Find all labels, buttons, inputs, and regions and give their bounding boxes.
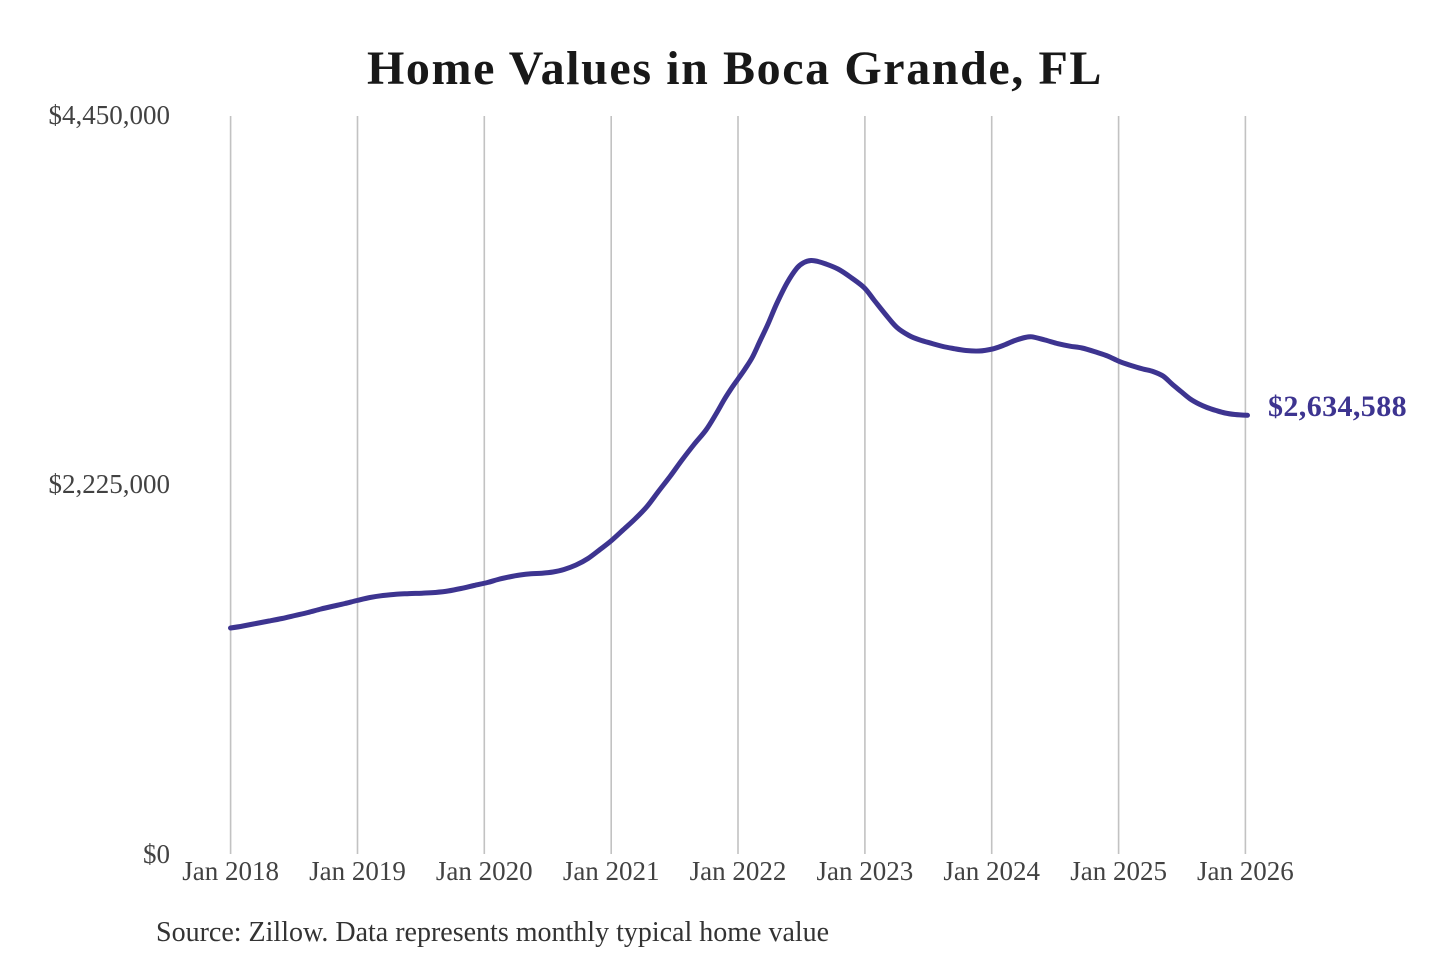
- svg-text:Jan 2021: Jan 2021: [563, 856, 660, 886]
- svg-text:$4,450,000: $4,450,000: [49, 100, 171, 130]
- svg-text:Jan 2024: Jan 2024: [943, 856, 1040, 886]
- svg-text:$2,634,588: $2,634,588: [1268, 390, 1407, 423]
- svg-text:Jan 2022: Jan 2022: [690, 856, 787, 886]
- svg-text:Source: Zillow. Data represent: Source: Zillow. Data represents monthly …: [156, 917, 829, 948]
- svg-text:Jan 2019: Jan 2019: [309, 856, 406, 886]
- svg-text:$2,225,000: $2,225,000: [49, 469, 171, 499]
- svg-text:Jan 2023: Jan 2023: [817, 856, 914, 886]
- svg-text:Jan 2025: Jan 2025: [1070, 856, 1167, 886]
- svg-text:Jan 2026: Jan 2026: [1197, 856, 1294, 886]
- svg-text:$0: $0: [143, 839, 170, 869]
- svg-text:Jan 2018: Jan 2018: [182, 856, 279, 886]
- svg-text:Home Values in Boca Grande, FL: Home Values in Boca Grande, FL: [367, 42, 1103, 95]
- svg-text:Jan 2020: Jan 2020: [436, 856, 533, 886]
